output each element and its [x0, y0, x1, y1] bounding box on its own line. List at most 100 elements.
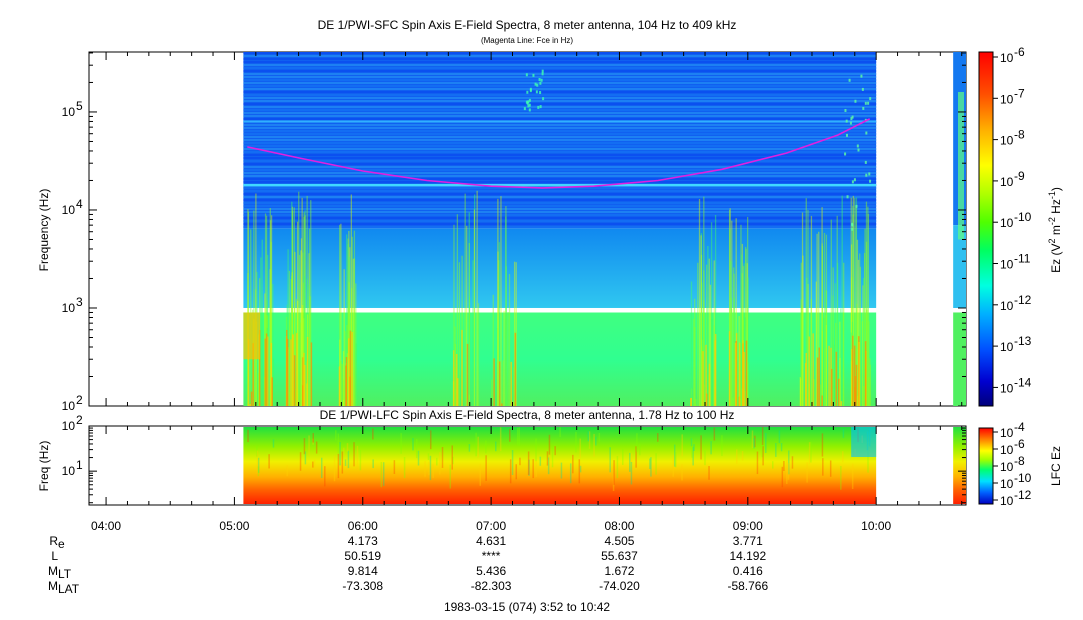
sfc-striation [243, 142, 877, 144]
colorbar-tick-label: 10 [1000, 494, 1014, 508]
sfc-burst [502, 360, 504, 406]
sfc-burst [807, 209, 809, 406]
sfc-burst-hot [250, 391, 253, 406]
sfc-hf-emission [854, 99, 857, 103]
lfc-speckle [751, 430, 754, 449]
lfc-speckle [741, 450, 744, 461]
colorbar-tick-exp: -8 [1014, 128, 1025, 142]
sfc-burst [269, 207, 271, 406]
sfc-burst [288, 391, 291, 406]
sfc-burst [708, 258, 710, 406]
sfc-striation [243, 88, 877, 90]
sfc-burst [852, 214, 854, 406]
sfc-burst [856, 303, 858, 406]
sfc-hf-emission [848, 78, 851, 82]
sfc-burst-hot [348, 338, 350, 406]
sfc-burst [454, 326, 456, 406]
sfc-burst [247, 209, 249, 406]
sfc-burst [746, 263, 748, 406]
sfc-burst [805, 198, 807, 406]
sfc-burst [703, 300, 705, 406]
sfc-burst [729, 229, 731, 406]
sfc-burst [733, 273, 735, 406]
x-tick-label: 07:00 [476, 519, 506, 533]
sfc-burst-hot [338, 366, 341, 406]
sfc-striation [243, 91, 877, 93]
sfc-burst-hot [258, 329, 261, 406]
sfc-burst [308, 284, 310, 406]
sfc-burst-hot [835, 351, 838, 406]
sfc-burst [850, 197, 852, 406]
lfc-speckle [333, 455, 336, 482]
sfc-burst [505, 216, 507, 406]
sfc-burst [825, 290, 828, 406]
sfc-burst [736, 360, 738, 406]
sfc-burst [350, 194, 352, 406]
sfc-burst [740, 254, 743, 406]
lfc-speckle [312, 433, 314, 443]
sfc-burst [728, 210, 731, 406]
sfc-hf-emission [529, 87, 532, 91]
sfc-striation [243, 112, 877, 114]
lfc-speckle [499, 427, 502, 452]
sfc-burst [703, 196, 705, 406]
sfc-striation [243, 175, 877, 177]
lfc-speckle [412, 438, 414, 451]
colorbar-tick-label: 10 [1000, 299, 1014, 313]
sfc-burst [340, 223, 342, 406]
sfc-burst [310, 200, 312, 406]
lfc-speckle [353, 442, 355, 467]
sfc-burst [340, 360, 342, 406]
sfc-burst [825, 324, 827, 406]
sfc-burst [301, 357, 303, 406]
sfc-burst [294, 331, 297, 406]
colorbar-tick-exp: -12 [1014, 293, 1032, 307]
sfc-burst [346, 234, 348, 406]
sfc-burst [468, 297, 471, 406]
lfc-speckle [380, 461, 383, 488]
sfc-burst-hot [461, 329, 463, 406]
lfc-speckle [516, 427, 519, 445]
sfc-striation [243, 58, 877, 60]
lfc-speckle [257, 457, 260, 473]
lfc-speckle [428, 461, 430, 476]
sfc-burst-hot [247, 339, 250, 406]
lfc-speckle [572, 454, 574, 474]
sfc-burst-hot [830, 347, 832, 406]
sfc-burst [823, 232, 826, 406]
sfc-burst [352, 258, 355, 406]
lfc-speckle [786, 459, 788, 484]
sfc-burst-hot [858, 341, 860, 406]
lfc-speckle [452, 456, 454, 465]
sfc-burst [821, 245, 824, 406]
sfc-burst [473, 209, 476, 406]
sfc-burst [698, 198, 701, 406]
sfc-hf-emission [541, 69, 544, 73]
lfc-speckle [778, 430, 781, 444]
x-tick-label: 09:00 [733, 519, 763, 533]
sfc-hf-emission [849, 121, 852, 125]
sfc-burst [861, 321, 863, 406]
sfc-early-patch [243, 312, 261, 360]
sfc-burst [732, 397, 735, 406]
sfc-burst [497, 251, 499, 406]
lfc-speckle [721, 435, 723, 456]
sfc-burst [505, 206, 507, 406]
lfc-speckle [708, 466, 710, 480]
lfc-speckle [753, 438, 755, 449]
lfc-speckle [630, 461, 633, 485]
colorbar-tick-exp: -12 [1014, 488, 1032, 502]
sfc-burst [294, 388, 297, 406]
sfc-y-tick-label: 10 [62, 105, 76, 119]
sfc-burst [342, 351, 345, 406]
lfc-speckle [842, 429, 845, 438]
lfc-speckle [821, 433, 824, 457]
sfc-burst [869, 364, 871, 406]
lfc-speckle [579, 465, 582, 473]
lfc-speckle [320, 457, 323, 479]
sfc-hf-emission [528, 98, 531, 102]
sfc-y-tick-label: 10 [62, 203, 76, 217]
